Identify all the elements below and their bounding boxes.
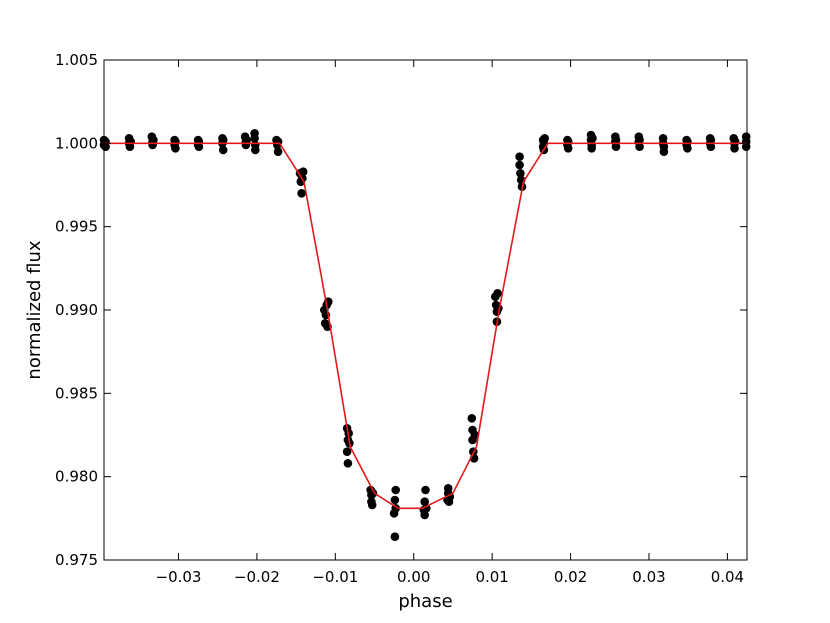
data-point <box>540 134 549 143</box>
data-point <box>391 485 401 495</box>
data-point <box>611 135 621 145</box>
data-point <box>149 135 158 145</box>
data-point <box>273 147 283 156</box>
x-tick-label: 0.04 <box>711 568 744 586</box>
data-point <box>343 459 353 468</box>
data-point <box>297 189 306 198</box>
data-point <box>706 135 716 145</box>
data-point <box>730 137 740 146</box>
data-point <box>421 485 430 495</box>
data-point <box>367 500 377 510</box>
x-tick-label: −0.03 <box>156 568 202 586</box>
data-point <box>467 414 477 423</box>
data-point <box>126 137 135 146</box>
data-point <box>587 144 596 153</box>
y-tick-label: 1.005 <box>55 51 98 69</box>
data-point <box>420 497 430 507</box>
data-point <box>443 484 453 493</box>
axis-ticks: −0.03 −0.02 −0.01 0.00 0.01 0.02 0.03 0.04 0.975… <box>55 51 747 586</box>
y-tick-label: 0.980 <box>55 468 98 486</box>
x-axis-label: phase <box>398 591 452 612</box>
x-tick-label: 0.02 <box>554 568 587 586</box>
plot-background <box>104 60 747 560</box>
data-point <box>218 135 228 145</box>
y-tick-label: 0.975 <box>55 551 98 569</box>
data-point <box>563 144 573 153</box>
data-point <box>470 430 480 440</box>
data-point <box>250 134 259 143</box>
x-tick-label: 0.03 <box>632 568 665 586</box>
data-point <box>659 142 669 151</box>
x-tick-label: 0.01 <box>475 568 508 586</box>
data-point <box>515 160 524 170</box>
data-point <box>706 142 716 151</box>
data-point <box>342 447 352 457</box>
y-tick-label: 0.985 <box>55 384 98 402</box>
y-tick-label: 1.000 <box>55 134 98 152</box>
data-point <box>683 144 692 153</box>
data-point <box>390 532 400 541</box>
x-tick-label: 0.00 <box>397 568 430 586</box>
data-point <box>171 144 180 153</box>
data-point <box>515 152 524 161</box>
data-point <box>251 145 260 155</box>
data-point <box>218 145 228 155</box>
data-point <box>516 169 525 178</box>
x-tick-label: −0.02 <box>234 568 280 586</box>
data-point <box>611 142 621 151</box>
plot-frame <box>103 59 748 561</box>
data-point <box>588 134 597 143</box>
data-point <box>563 137 573 146</box>
data-point <box>101 142 110 151</box>
y-tick-label: 0.995 <box>55 218 98 236</box>
data-point <box>635 142 644 151</box>
data-point <box>730 144 739 153</box>
data-point <box>635 135 644 145</box>
data-point <box>420 510 430 520</box>
data-point <box>298 167 308 176</box>
model-curve <box>104 142 747 510</box>
x-tick-label: −0.01 <box>312 568 358 586</box>
y-tick-label: 0.990 <box>55 301 98 319</box>
data-point <box>493 289 502 298</box>
data-point <box>390 495 400 505</box>
data-point <box>741 142 751 151</box>
data-point <box>368 489 378 498</box>
y-axis-label: normalized flux <box>24 240 45 379</box>
data-point <box>242 135 251 145</box>
data-point <box>194 142 204 151</box>
